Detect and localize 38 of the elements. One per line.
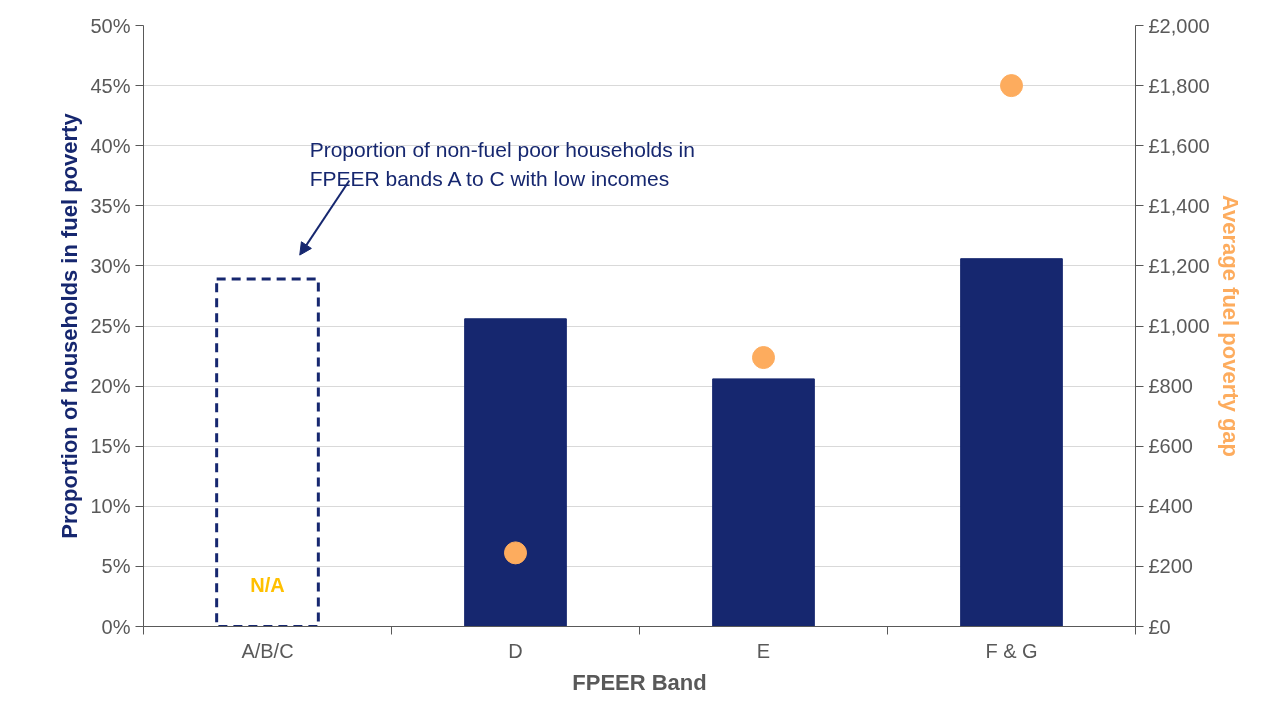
y2-tick-label: £1,800 (1148, 74, 1210, 97)
point (504, 541, 527, 565)
x-tick-label: D (508, 639, 523, 662)
y-tick-label: 30% (90, 254, 131, 277)
y-tick-label: 50% (90, 14, 131, 37)
y-tick-label: 5% (101, 555, 131, 578)
y2-tick-label: £0 (1148, 615, 1171, 638)
y2-tick-label: £400 (1148, 495, 1193, 518)
y-tick-label: 0% (101, 615, 131, 638)
y-tick-label: 45% (90, 74, 131, 97)
y-tick-label: 35% (90, 194, 131, 217)
bar (712, 378, 815, 627)
x-tick-label: E (756, 639, 771, 662)
annotation: N/A (250, 574, 285, 597)
y-axis-title: Proportion of households in fuel poverty (57, 112, 83, 539)
bar (464, 318, 567, 627)
y2-tick-label: £1,200 (1148, 254, 1210, 277)
y-tick-label: 20% (90, 375, 131, 398)
y2-tick-label: £600 (1148, 435, 1193, 458)
y2-tick-label: £1,400 (1148, 194, 1210, 217)
y2-tick-label: £800 (1148, 375, 1193, 398)
y-tick-label: 15% (90, 435, 131, 458)
x-tick-label: A/B/C (241, 639, 294, 662)
y2-tick-label: £2,000 (1148, 14, 1210, 37)
y2-tick-label: £1,000 (1148, 315, 1210, 337)
y2-axis-title: Average fuel poverty gap (1217, 194, 1243, 458)
bar (215, 277, 320, 627)
y-tick-label: 40% (90, 134, 131, 157)
x-axis-title: FPEER Band (572, 669, 707, 695)
point (752, 346, 775, 370)
x-tick-label: F & G (985, 639, 1038, 662)
y-tick-label: 10% (90, 495, 131, 518)
y-tick-label: 25% (90, 315, 131, 337)
bar (960, 258, 1063, 627)
y2-tick-label: £1,600 (1148, 134, 1210, 157)
y2-tick-label: £200 (1148, 555, 1193, 578)
annotation: Proportion of non-fuel poor households in FPEER bands A to C with low incomes (309, 138, 695, 191)
point (1000, 74, 1023, 98)
